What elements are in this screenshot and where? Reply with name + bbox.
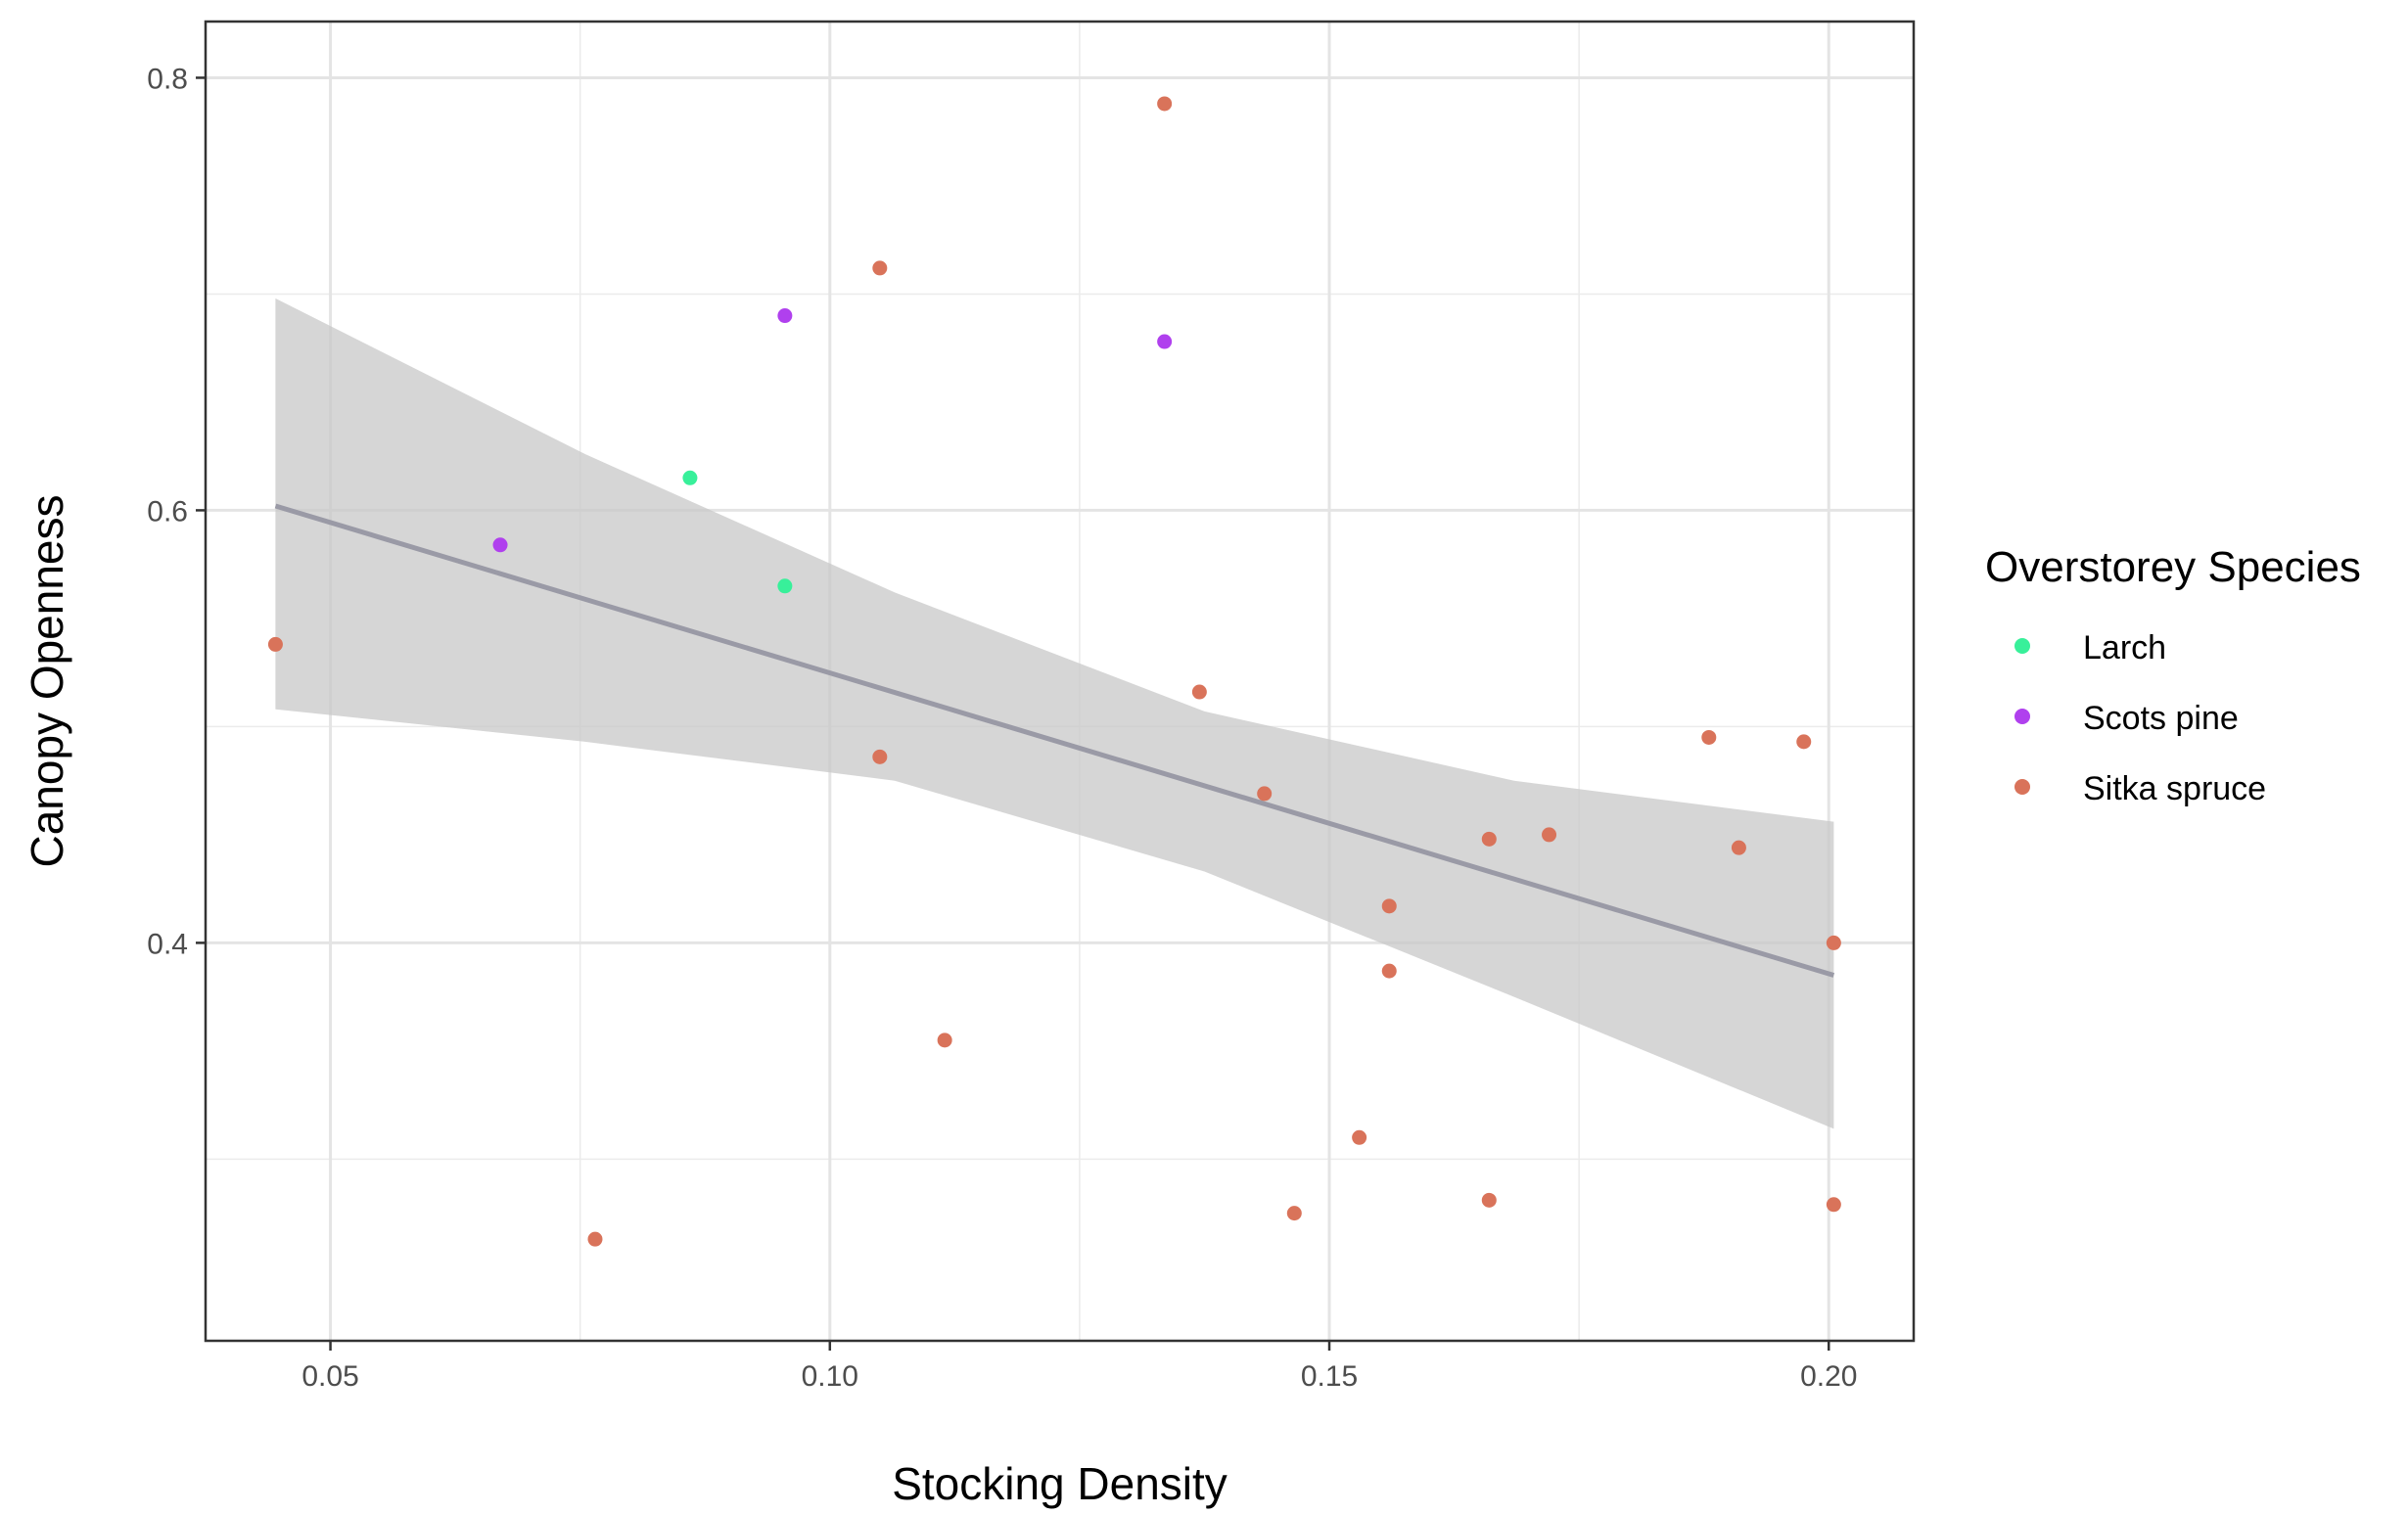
point-sitka-spruce [1157,96,1173,112]
point-larch [777,578,793,594]
point-scots-pine [1157,334,1173,349]
tick-labels: 0.05 0.10 0.15 0.20 0.4 0.6 0.8 [147,63,1857,1393]
y-axis-title: Canopy Openness [22,494,72,867]
point-sitka-spruce [587,1231,603,1247]
data-points [267,96,1841,1247]
axis-ticks [196,76,1830,1351]
legend-items: Larch Scots pine Sitka spruce [2014,629,2266,807]
legend-label: Sitka spruce [2083,770,2266,807]
point-sitka-spruce [1257,786,1273,802]
x-axis-title: Stocking Density [892,1458,1227,1509]
point-sitka-spruce [1826,1197,1841,1213]
y-tick-label: 0.8 [147,63,188,95]
x-tick-label: 0.10 [802,1360,858,1393]
confidence-band-group [275,298,1834,1129]
panel-border [204,20,1916,1343]
legend: Overstorey Species Larch Scots pine Sitka … [1985,543,2361,807]
trend-line [274,503,1835,978]
legend-label: Scots pine [2083,700,2239,737]
point-sitka-spruce [872,260,888,276]
x-tick-label: 0.20 [1800,1360,1857,1393]
point-sitka-spruce [1731,840,1746,855]
point-sitka-spruce [1701,729,1717,745]
point-sitka-spruce [937,1033,952,1048]
x-tick-label: 0.05 [301,1360,358,1393]
point-sitka-spruce [1352,1129,1367,1145]
point-sitka-spruce [1542,827,1557,843]
trend-line-group [274,503,1835,978]
point-scots-pine [492,537,508,553]
point-sitka-spruce [1826,935,1841,950]
point-sitka-spruce [872,749,888,764]
point-sitka-spruce [1381,963,1397,979]
legend-title: Overstorey Species [1985,543,2361,591]
point-sitka-spruce [267,636,283,652]
confidence-band [275,298,1834,1129]
point-sitka-spruce [1481,831,1497,847]
point-scots-pine [777,308,793,324]
point-larch [682,470,698,485]
point-sitka-spruce [1796,734,1812,750]
legend-label: Larch [2083,629,2166,666]
point-sitka-spruce [1381,898,1397,914]
legend-key [2014,638,2030,654]
y-tick-label: 0.4 [147,928,188,960]
point-sitka-spruce [1191,684,1207,700]
legend-key [2014,779,2030,795]
x-tick-label: 0.15 [1301,1360,1358,1393]
y-tick-label: 0.6 [147,495,188,528]
legend-key [2014,709,2030,724]
point-sitka-spruce [1481,1192,1497,1208]
point-sitka-spruce [1286,1206,1302,1221]
